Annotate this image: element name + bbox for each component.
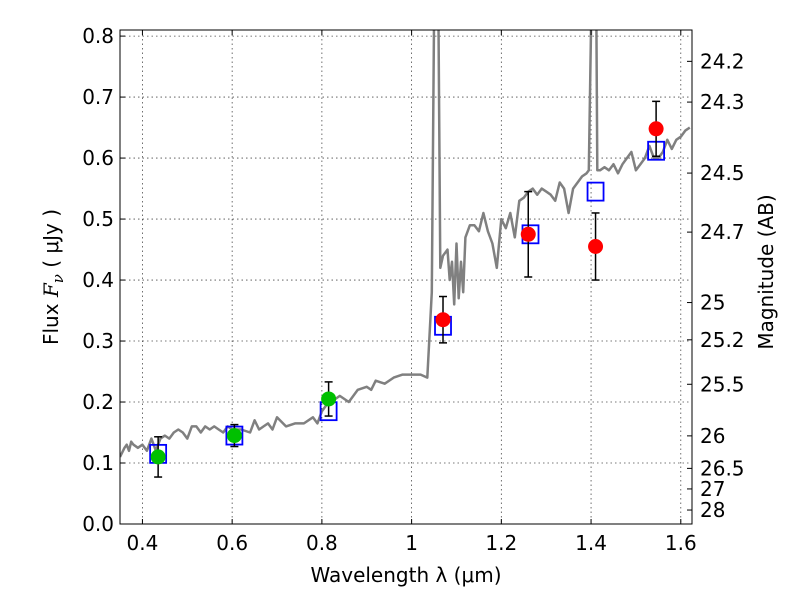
right-tick-label: 24.5 bbox=[700, 161, 745, 185]
right-tick-label: 26 bbox=[700, 424, 725, 448]
right-axis-title: Magnitude (AB) bbox=[754, 194, 778, 349]
x-tick-label: 1.6 bbox=[665, 531, 697, 555]
y-tick-label: 0.1 bbox=[82, 451, 114, 475]
right-tick-label: 28 bbox=[700, 498, 725, 522]
y-tick-label: 0.8 bbox=[82, 24, 114, 48]
model-photometry-square bbox=[586, 181, 605, 202]
observed-point bbox=[321, 391, 337, 407]
x-tick-label: 0.6 bbox=[216, 531, 248, 555]
series-layer bbox=[120, 30, 691, 478]
y-tick-label: 0.3 bbox=[82, 329, 114, 353]
grid bbox=[120, 30, 692, 525]
right-tick-label: 25.5 bbox=[700, 372, 745, 396]
x-axis-title: Wavelength λ (μm) bbox=[310, 563, 501, 587]
y-tick-label: 0.5 bbox=[82, 207, 114, 231]
observed-point bbox=[226, 428, 242, 444]
ticks: 0.4 0.6 0.8 1 1.2 1.4 1.6 0.0 0.1 0.2 0.3 0.4 0.5 0.6… bbox=[82, 24, 744, 555]
y-tick-label: 0.2 bbox=[82, 390, 114, 414]
right-tick-label: 26.5 bbox=[700, 456, 745, 480]
right-tick-label: 24.2 bbox=[700, 49, 745, 73]
x-tick-label: 1.4 bbox=[575, 531, 607, 555]
y-tick-label: 0.0 bbox=[82, 512, 114, 536]
x-tick-label: 0.4 bbox=[127, 531, 159, 555]
y-title-part: Flux bbox=[39, 297, 63, 345]
right-tick-label: 25 bbox=[700, 291, 725, 315]
plot-frame bbox=[119, 29, 693, 525]
observed-point bbox=[435, 312, 451, 328]
right-tick-label: 27 bbox=[700, 477, 725, 501]
observed-point bbox=[150, 449, 166, 465]
right-tick-label: 24.3 bbox=[700, 90, 745, 114]
model-spectrum-line bbox=[120, 30, 691, 458]
y-axis-title: Flux Fν ( μJy ) bbox=[39, 209, 67, 345]
observed-point bbox=[648, 121, 664, 137]
y-tick-label: 0.7 bbox=[82, 85, 114, 109]
y-title-unit: ( μJy ) bbox=[39, 209, 63, 274]
right-tick-label: 24.7 bbox=[700, 220, 745, 244]
x-tick-label: 1.2 bbox=[485, 531, 517, 555]
y-tick-label: 0.6 bbox=[82, 146, 114, 170]
x-tick-label: 0.8 bbox=[306, 531, 338, 555]
right-tick-label: 25.2 bbox=[700, 328, 745, 352]
observed-point bbox=[588, 239, 604, 255]
y-tick-label: 0.4 bbox=[82, 268, 114, 292]
y-title-symbol: F bbox=[39, 282, 63, 298]
observed-point bbox=[520, 226, 536, 242]
x-tick-label: 1 bbox=[405, 531, 418, 555]
y-title-subscript: ν bbox=[49, 274, 67, 283]
